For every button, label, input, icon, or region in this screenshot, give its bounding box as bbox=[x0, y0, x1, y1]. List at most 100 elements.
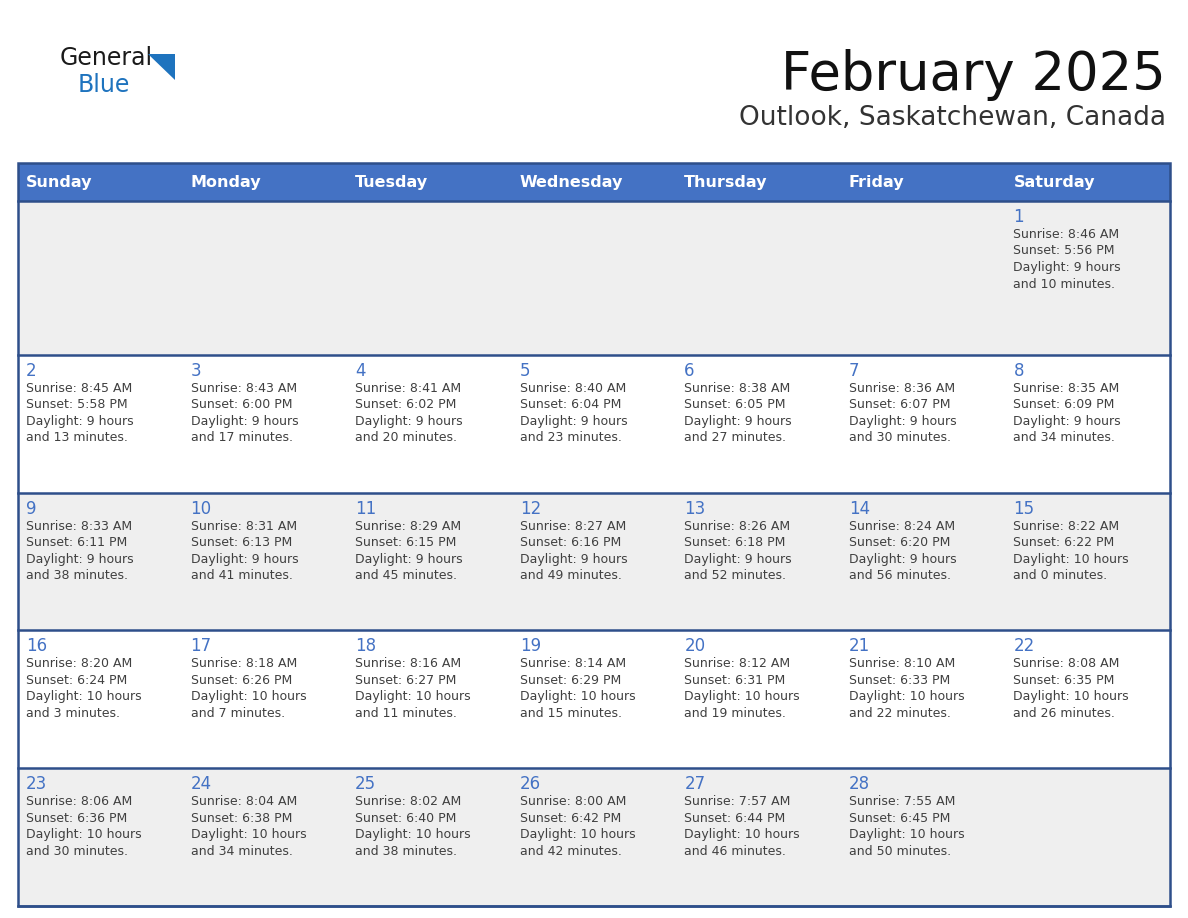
Text: Saturday: Saturday bbox=[1013, 174, 1095, 189]
Text: Daylight: 9 hours: Daylight: 9 hours bbox=[190, 553, 298, 565]
Text: and 15 minutes.: and 15 minutes. bbox=[519, 707, 621, 720]
Text: and 46 minutes.: and 46 minutes. bbox=[684, 845, 786, 857]
Text: Sunrise: 7:57 AM: Sunrise: 7:57 AM bbox=[684, 795, 791, 808]
Text: Sunset: 6:35 PM: Sunset: 6:35 PM bbox=[1013, 674, 1114, 687]
Text: Daylight: 9 hours: Daylight: 9 hours bbox=[519, 415, 627, 428]
Text: Daylight: 9 hours: Daylight: 9 hours bbox=[26, 415, 133, 428]
Text: Daylight: 10 hours: Daylight: 10 hours bbox=[849, 828, 965, 841]
Text: Sunrise: 8:08 AM: Sunrise: 8:08 AM bbox=[1013, 657, 1120, 670]
Text: Daylight: 10 hours: Daylight: 10 hours bbox=[190, 828, 307, 841]
Text: Daylight: 10 hours: Daylight: 10 hours bbox=[684, 690, 800, 703]
Text: 11: 11 bbox=[355, 499, 377, 518]
Text: Daylight: 10 hours: Daylight: 10 hours bbox=[684, 828, 800, 841]
Text: Daylight: 10 hours: Daylight: 10 hours bbox=[849, 690, 965, 703]
Bar bbox=[1005, 163, 1170, 201]
Text: Daylight: 9 hours: Daylight: 9 hours bbox=[190, 415, 298, 428]
Text: and 38 minutes.: and 38 minutes. bbox=[26, 569, 128, 582]
Text: Sunrise: 8:36 AM: Sunrise: 8:36 AM bbox=[849, 382, 955, 395]
Text: and 22 minutes.: and 22 minutes. bbox=[849, 707, 950, 720]
Text: 25: 25 bbox=[355, 775, 377, 793]
Text: Daylight: 10 hours: Daylight: 10 hours bbox=[26, 690, 141, 703]
Text: February 2025: February 2025 bbox=[782, 49, 1165, 101]
Bar bbox=[841, 163, 1005, 201]
Text: and 41 minutes.: and 41 minutes. bbox=[190, 569, 292, 582]
Text: Daylight: 10 hours: Daylight: 10 hours bbox=[355, 828, 470, 841]
Text: Daylight: 10 hours: Daylight: 10 hours bbox=[519, 690, 636, 703]
Text: Sunset: 6:09 PM: Sunset: 6:09 PM bbox=[1013, 398, 1114, 411]
Text: and 26 minutes.: and 26 minutes. bbox=[1013, 707, 1116, 720]
Text: Sunrise: 8:24 AM: Sunrise: 8:24 AM bbox=[849, 520, 955, 532]
Text: Sunrise: 8:18 AM: Sunrise: 8:18 AM bbox=[190, 657, 297, 670]
Bar bbox=[18, 163, 1170, 906]
Text: Friday: Friday bbox=[849, 174, 904, 189]
Text: Thursday: Thursday bbox=[684, 174, 767, 189]
Text: and 49 minutes.: and 49 minutes. bbox=[519, 569, 621, 582]
Text: 20: 20 bbox=[684, 637, 706, 655]
Bar bbox=[18, 354, 1170, 493]
Text: Sunrise: 8:40 AM: Sunrise: 8:40 AM bbox=[519, 382, 626, 395]
Text: 17: 17 bbox=[190, 637, 211, 655]
Bar bbox=[676, 163, 841, 201]
Text: 3: 3 bbox=[190, 362, 201, 380]
Text: Daylight: 9 hours: Daylight: 9 hours bbox=[355, 553, 463, 565]
Text: 2: 2 bbox=[26, 362, 37, 380]
Text: Tuesday: Tuesday bbox=[355, 174, 428, 189]
Text: 16: 16 bbox=[26, 637, 48, 655]
Text: Sunset: 6:02 PM: Sunset: 6:02 PM bbox=[355, 398, 456, 411]
Text: Daylight: 9 hours: Daylight: 9 hours bbox=[849, 553, 956, 565]
Text: Sunset: 6:07 PM: Sunset: 6:07 PM bbox=[849, 398, 950, 411]
Text: Sunrise: 7:55 AM: Sunrise: 7:55 AM bbox=[849, 795, 955, 808]
Text: 6: 6 bbox=[684, 362, 695, 380]
Text: Sunrise: 8:14 AM: Sunrise: 8:14 AM bbox=[519, 657, 626, 670]
Text: Sunrise: 8:12 AM: Sunrise: 8:12 AM bbox=[684, 657, 790, 670]
Text: Sunrise: 8:38 AM: Sunrise: 8:38 AM bbox=[684, 382, 790, 395]
Text: 22: 22 bbox=[1013, 637, 1035, 655]
Text: Sunset: 6:31 PM: Sunset: 6:31 PM bbox=[684, 674, 785, 687]
Text: and 34 minutes.: and 34 minutes. bbox=[190, 845, 292, 857]
Bar bbox=[18, 163, 183, 201]
Text: and 38 minutes.: and 38 minutes. bbox=[355, 845, 457, 857]
Text: Daylight: 10 hours: Daylight: 10 hours bbox=[519, 828, 636, 841]
Text: 18: 18 bbox=[355, 637, 377, 655]
Text: Sunset: 6:45 PM: Sunset: 6:45 PM bbox=[849, 812, 950, 824]
Text: Sunrise: 8:16 AM: Sunrise: 8:16 AM bbox=[355, 657, 461, 670]
Text: Daylight: 9 hours: Daylight: 9 hours bbox=[1013, 415, 1121, 428]
Text: Daylight: 9 hours: Daylight: 9 hours bbox=[849, 415, 956, 428]
Text: and 30 minutes.: and 30 minutes. bbox=[849, 431, 950, 444]
Text: Sunset: 6:05 PM: Sunset: 6:05 PM bbox=[684, 398, 785, 411]
Text: 14: 14 bbox=[849, 499, 870, 518]
Text: and 34 minutes.: and 34 minutes. bbox=[1013, 431, 1116, 444]
Text: and 7 minutes.: and 7 minutes. bbox=[190, 707, 285, 720]
Text: Sunset: 6:15 PM: Sunset: 6:15 PM bbox=[355, 536, 456, 549]
Text: Sunrise: 8:06 AM: Sunrise: 8:06 AM bbox=[26, 795, 132, 808]
Text: and 42 minutes.: and 42 minutes. bbox=[519, 845, 621, 857]
Text: Daylight: 10 hours: Daylight: 10 hours bbox=[1013, 690, 1129, 703]
Text: 27: 27 bbox=[684, 775, 706, 793]
Text: and 56 minutes.: and 56 minutes. bbox=[849, 569, 950, 582]
Text: 24: 24 bbox=[190, 775, 211, 793]
Text: Sunset: 6:16 PM: Sunset: 6:16 PM bbox=[519, 536, 621, 549]
Text: Sunrise: 8:00 AM: Sunrise: 8:00 AM bbox=[519, 795, 626, 808]
Text: Sunset: 6:38 PM: Sunset: 6:38 PM bbox=[190, 812, 292, 824]
Text: Sunset: 5:56 PM: Sunset: 5:56 PM bbox=[1013, 244, 1114, 258]
Polygon shape bbox=[148, 54, 175, 80]
Text: 23: 23 bbox=[26, 775, 48, 793]
Text: 13: 13 bbox=[684, 499, 706, 518]
Text: Outlook, Saskatchewan, Canada: Outlook, Saskatchewan, Canada bbox=[739, 105, 1165, 131]
Text: Sunset: 6:42 PM: Sunset: 6:42 PM bbox=[519, 812, 621, 824]
Text: Sunrise: 8:29 AM: Sunrise: 8:29 AM bbox=[355, 520, 461, 532]
Text: 10: 10 bbox=[190, 499, 211, 518]
Text: 8: 8 bbox=[1013, 362, 1024, 380]
Text: Sunrise: 8:22 AM: Sunrise: 8:22 AM bbox=[1013, 520, 1119, 532]
Text: and 3 minutes.: and 3 minutes. bbox=[26, 707, 120, 720]
Text: Sunset: 6:00 PM: Sunset: 6:00 PM bbox=[190, 398, 292, 411]
Text: Sunset: 6:20 PM: Sunset: 6:20 PM bbox=[849, 536, 950, 549]
Text: and 10 minutes.: and 10 minutes. bbox=[1013, 277, 1116, 290]
Bar bbox=[18, 201, 1170, 354]
Text: Daylight: 10 hours: Daylight: 10 hours bbox=[26, 828, 141, 841]
Text: and 50 minutes.: and 50 minutes. bbox=[849, 845, 950, 857]
Text: Daylight: 9 hours: Daylight: 9 hours bbox=[1013, 261, 1121, 274]
Text: Daylight: 9 hours: Daylight: 9 hours bbox=[519, 553, 627, 565]
Text: and 23 minutes.: and 23 minutes. bbox=[519, 431, 621, 444]
Text: Daylight: 10 hours: Daylight: 10 hours bbox=[190, 690, 307, 703]
